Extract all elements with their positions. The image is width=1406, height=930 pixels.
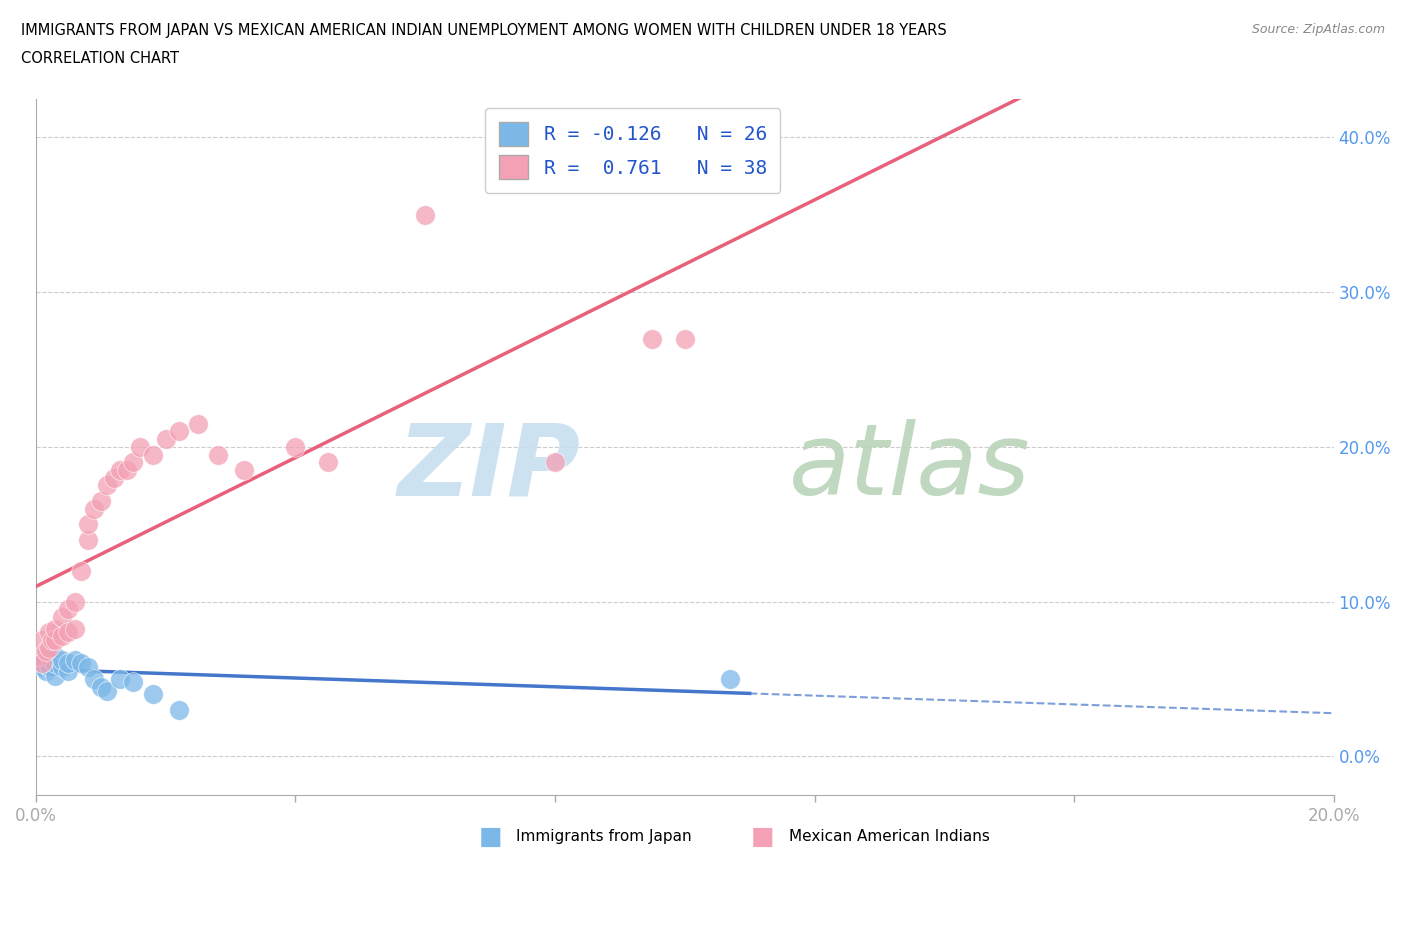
Point	[44, 669, 66, 684]
Point	[316, 455, 339, 470]
Point	[39, 659, 62, 674]
Point	[38, 641, 60, 656]
Point	[96, 684, 118, 698]
Point	[413, 207, 436, 222]
Text: CORRELATION CHART: CORRELATION CHART	[21, 51, 179, 66]
Point	[38, 648, 60, 663]
Point	[155, 432, 177, 446]
Point	[90, 494, 112, 509]
Point	[187, 416, 209, 431]
Point	[28, 648, 51, 663]
Point	[83, 501, 105, 516]
Point	[76, 517, 98, 532]
Text: Immigrants from Japan: Immigrants from Japan	[516, 830, 692, 844]
Point	[70, 656, 93, 671]
Point	[63, 653, 86, 668]
Text: IMMIGRANTS FROM JAPAN VS MEXICAN AMERICAN INDIAN UNEMPLOYMENT AMONG WOMEN WITH C: IMMIGRANTS FROM JAPAN VS MEXICAN AMERICA…	[21, 23, 946, 38]
Point	[58, 625, 80, 640]
Point	[90, 679, 112, 694]
Point	[83, 671, 105, 686]
Point	[96, 478, 118, 493]
Point	[34, 644, 56, 658]
Point	[110, 462, 132, 477]
Point	[128, 439, 150, 454]
Point	[51, 628, 73, 643]
Point	[207, 447, 229, 462]
Point	[63, 622, 86, 637]
Point	[44, 622, 66, 637]
Point	[110, 671, 132, 686]
Point	[284, 439, 307, 454]
Text: ZIP: ZIP	[398, 419, 581, 516]
Point	[32, 653, 55, 668]
Point	[41, 632, 63, 647]
Point	[31, 632, 53, 647]
Point	[38, 659, 60, 674]
Point	[44, 656, 66, 671]
Text: ■: ■	[478, 825, 502, 849]
Text: ■: ■	[751, 825, 775, 849]
Text: atlas: atlas	[789, 419, 1031, 516]
Point	[641, 331, 664, 346]
Point	[718, 671, 741, 686]
Text: Mexican American Indians: Mexican American Indians	[789, 830, 990, 844]
Point	[167, 702, 190, 717]
Point	[70, 564, 93, 578]
Point	[544, 455, 567, 470]
Point	[38, 625, 60, 640]
Point	[31, 656, 53, 671]
Text: Source: ZipAtlas.com: Source: ZipAtlas.com	[1251, 23, 1385, 36]
Point	[103, 471, 125, 485]
Point	[28, 656, 51, 671]
Point	[51, 659, 73, 674]
Point	[44, 632, 66, 647]
Point	[122, 455, 145, 470]
Point	[51, 609, 73, 624]
Point	[44, 648, 66, 663]
Point	[115, 462, 138, 477]
Point	[76, 532, 98, 547]
Point	[142, 447, 165, 462]
Point	[232, 462, 254, 477]
Point	[31, 659, 53, 674]
Point	[41, 653, 63, 668]
Point	[142, 687, 165, 702]
Point	[673, 331, 696, 346]
Point	[167, 424, 190, 439]
Point	[58, 664, 80, 679]
Point	[34, 664, 56, 679]
Point	[51, 653, 73, 668]
Point	[58, 656, 80, 671]
Point	[122, 674, 145, 689]
Legend: R = -0.126   N = 26, R =  0.761   N = 38: R = -0.126 N = 26, R = 0.761 N = 38	[485, 109, 780, 193]
Point	[76, 659, 98, 674]
Point	[63, 594, 86, 609]
Point	[58, 602, 80, 617]
